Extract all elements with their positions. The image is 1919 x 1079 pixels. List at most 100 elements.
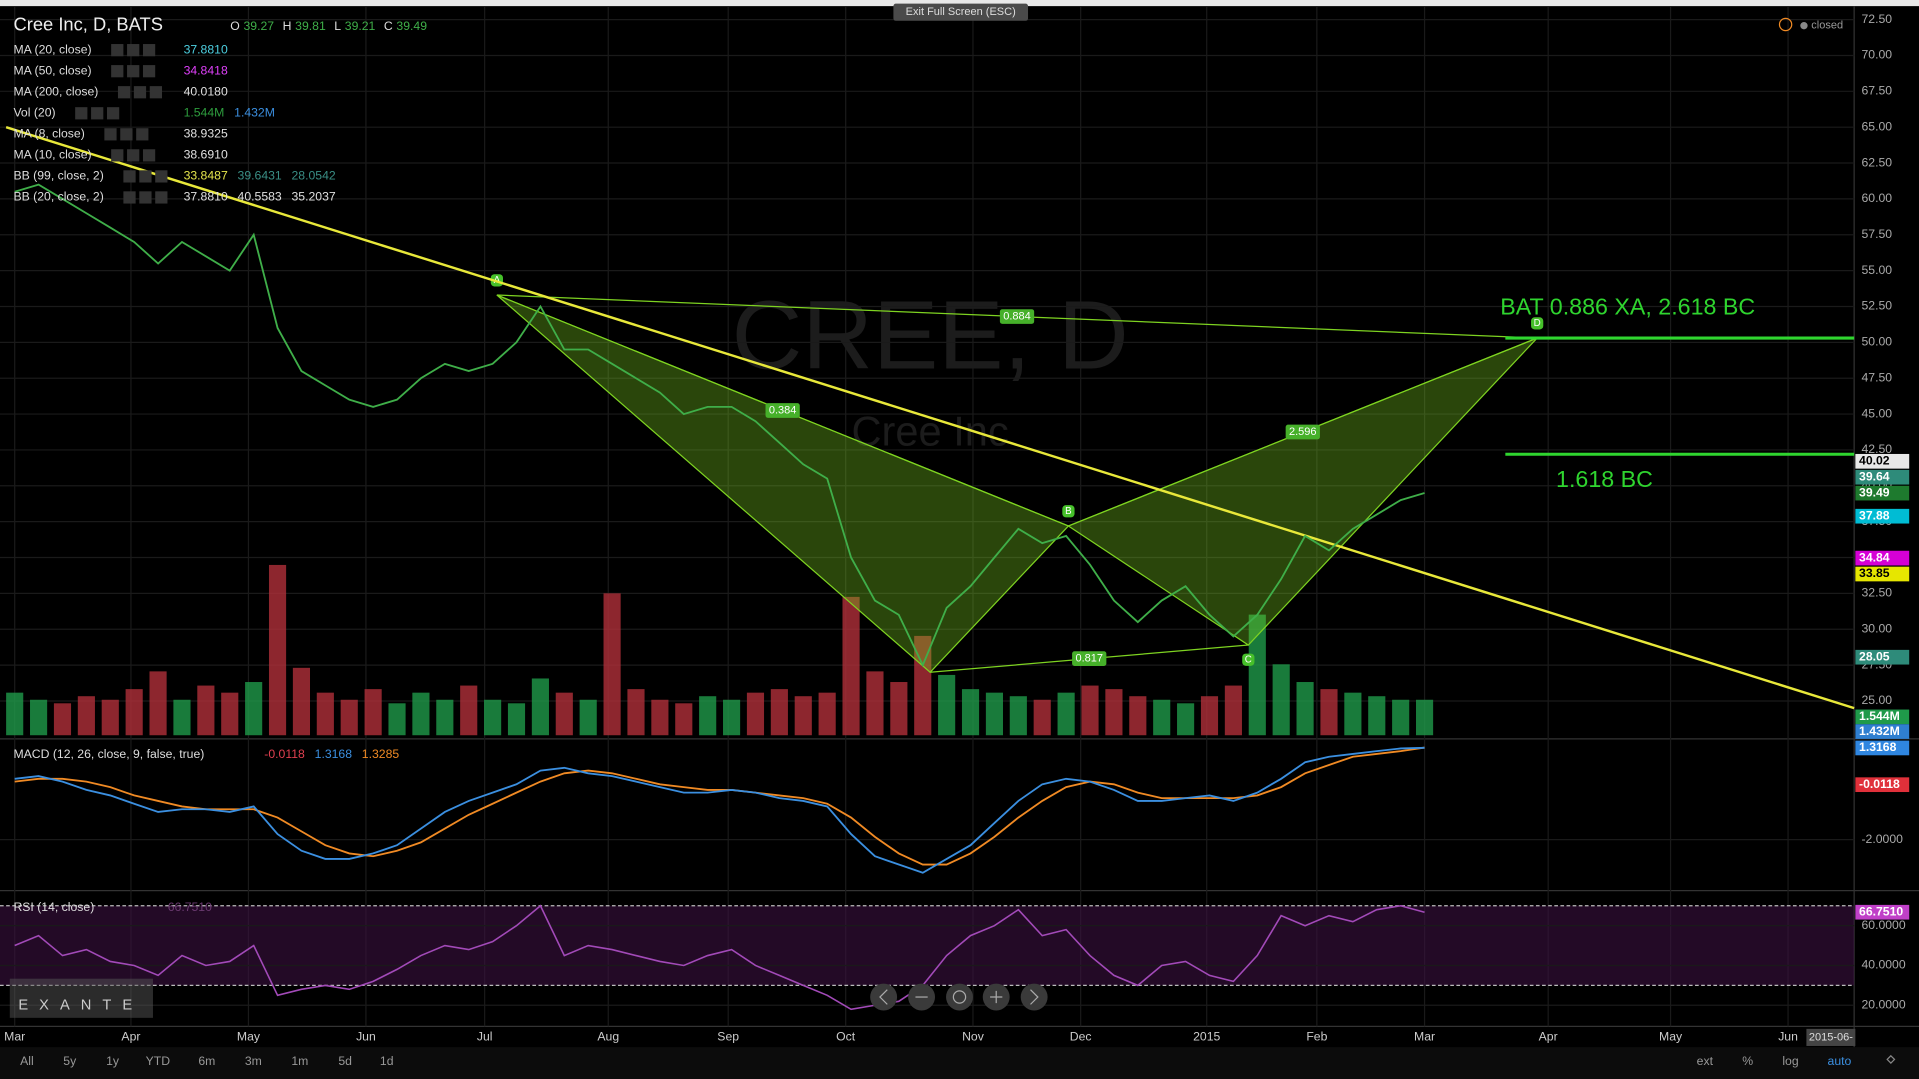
indicator-icon[interactable] [111, 65, 124, 78]
indicator-icon[interactable] [127, 44, 140, 57]
indicator-icon[interactable] [111, 149, 124, 162]
indicator-icon[interactable] [111, 44, 124, 57]
x-tick-label: Dec [1070, 1030, 1092, 1044]
volume-bar [531, 678, 549, 736]
price-tag-label: 37.88 [1859, 508, 1890, 522]
status-label: closed [1811, 20, 1843, 32]
range-button[interactable]: 1y [106, 1054, 120, 1068]
indicator-icon[interactable] [155, 170, 168, 183]
indicator-icon[interactable] [127, 149, 140, 162]
range-button[interactable]: 3m [245, 1054, 262, 1068]
layer-back: CREE, D Cree Inc [0, 6, 1855, 1027]
indicator-icon[interactable] [149, 86, 163, 99]
y-tick-label: 55.00 [1861, 263, 1892, 277]
pattern-ratio-label: 0.817 [1075, 653, 1103, 665]
indicator-icon[interactable] [127, 65, 140, 78]
volume-bar [1224, 685, 1242, 736]
price-tag [1855, 469, 1910, 485]
pattern-point-box [1062, 505, 1075, 518]
indicator-icon[interactable] [155, 191, 168, 204]
y-tick-label: 32.50 [1861, 586, 1892, 600]
range-button[interactable]: 5y [63, 1054, 77, 1068]
scale-button[interactable]: log [1782, 1054, 1799, 1068]
range-button[interactable]: All [20, 1054, 34, 1068]
volume-bar [651, 699, 669, 736]
indicator-name: Vol (20) [13, 106, 55, 120]
x-tick-label: Oct [836, 1030, 856, 1044]
y-tick-label: 47.50 [1861, 370, 1892, 384]
indicator-icon[interactable] [106, 107, 120, 120]
volume-bar [723, 699, 741, 736]
price-tag-label: 39.49 [1859, 485, 1890, 499]
scale-button[interactable]: auto [1828, 1054, 1852, 1068]
indicator-icon[interactable] [136, 128, 149, 141]
volume-bar [484, 699, 502, 736]
volume-bar [77, 696, 95, 736]
volume-bar [938, 674, 956, 736]
range-button[interactable]: YTD [146, 1054, 171, 1068]
indicator-icon[interactable] [133, 86, 147, 99]
price-tag-label: 66.7510 [1859, 904, 1903, 918]
indicator-icon[interactable] [120, 128, 133, 141]
indicator-value: 38.6910 [184, 148, 228, 162]
nav-left[interactable] [870, 983, 898, 1011]
price-tag-label: 33.85 [1859, 566, 1890, 580]
volume-bar [1177, 703, 1195, 736]
indicator-value: 40.5583 [238, 190, 282, 204]
volume-bar [125, 689, 143, 736]
price-tag-label: 34.84 [1859, 550, 1890, 564]
pattern-ratio-box [765, 403, 800, 418]
indicator-icon[interactable] [139, 170, 152, 183]
ohlc-value: 39.21 [345, 19, 376, 33]
indicator-value: 1.3168 [315, 747, 353, 761]
top-border [0, 0, 1919, 7]
volume-bar [221, 692, 239, 736]
nav-right[interactable] [1020, 983, 1048, 1011]
indicator-icon[interactable] [142, 149, 156, 162]
nav-reset[interactable] [946, 983, 973, 1011]
indicator-icon[interactable] [123, 170, 136, 183]
volume-bar [149, 671, 167, 736]
range-button[interactable]: 5d [338, 1054, 352, 1068]
range-button[interactable]: 6m [198, 1054, 215, 1068]
status-dot [1800, 22, 1808, 30]
price-tag-label: 1.544M [1859, 709, 1900, 723]
rsi-line [14, 904, 1425, 1011]
y-tick-label: 40.0000 [1861, 958, 1905, 972]
nav-reset-icon [952, 990, 967, 1004]
range-button[interactable]: 1d [380, 1054, 394, 1068]
y-tick-label: 65.00 [1861, 119, 1892, 133]
price-line [14, 183, 1425, 668]
indicator-value: 35.2037 [292, 190, 336, 204]
volume-bar [316, 692, 334, 736]
volume-bar [1009, 696, 1027, 736]
range-button[interactable]: 1m [291, 1054, 308, 1068]
pattern-ratio-box [1072, 651, 1107, 666]
x-tick-label: Sep [717, 1030, 739, 1044]
indicator-icon[interactable] [91, 107, 104, 120]
indicator-icon[interactable] [142, 65, 156, 78]
logo: EXANTE [18, 997, 143, 1013]
indicator-icon[interactable] [142, 44, 156, 57]
indicator-icon[interactable] [123, 191, 136, 204]
volume-bar [388, 703, 406, 736]
exit-button[interactable] [893, 3, 1029, 21]
indicator-icon[interactable] [75, 107, 88, 120]
settings-icon[interactable] [1886, 1054, 1896, 1064]
indicator-icon[interactable] [104, 128, 117, 141]
price-tag-label: 28.05 [1859, 649, 1890, 663]
volume-bar [1368, 696, 1386, 736]
indicator-icon[interactable] [117, 86, 131, 99]
macd-line [14, 746, 1425, 874]
scale-button[interactable]: % [1742, 1054, 1753, 1068]
ohlc-value: 39.27 [244, 19, 275, 33]
pattern-point-label: B [1065, 506, 1072, 517]
scale-button[interactable]: ext [1697, 1054, 1714, 1068]
pattern-point-box [1242, 653, 1255, 666]
y-tick-label: 25.00 [1861, 693, 1892, 707]
exit-button-label[interactable]: Exit Full Screen (ESC) [906, 6, 1016, 18]
end-date-label: 2015-06- [1809, 1031, 1853, 1043]
trendline [5, 126, 1855, 710]
indicator-icon[interactable] [139, 191, 152, 204]
indicator-name: MA (10, close) [13, 148, 91, 162]
